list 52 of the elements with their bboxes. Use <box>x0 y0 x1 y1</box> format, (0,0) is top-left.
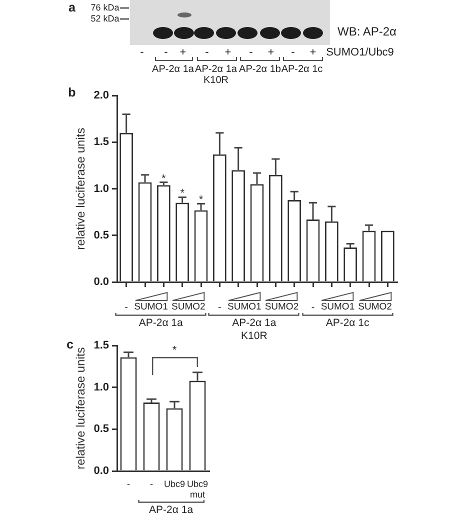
text: AP-2α 1a <box>152 64 194 75</box>
x-tick-label: - <box>127 478 130 489</box>
text: 52 kDa <box>90 14 120 24</box>
text: + <box>268 46 274 58</box>
text: - <box>164 46 168 58</box>
text: SUMO1 <box>134 302 168 312</box>
data-label: * <box>180 188 186 200</box>
y-axis-title: relative luciferase units <box>74 347 88 470</box>
text: - <box>140 46 144 58</box>
text: 76 kDa <box>90 2 120 14</box>
text: AP-2α 1b <box>239 64 281 75</box>
text: SUMO2 <box>264 302 299 312</box>
text: AP-2α 1a K10R <box>232 317 276 343</box>
y-tick-label: 1.5 <box>94 136 109 148</box>
y-tick-label: 0.5 <box>94 229 109 242</box>
text: AP-2α 1a K10R <box>195 64 237 86</box>
text: + <box>180 46 186 58</box>
y-tick-label: 0.0 <box>94 276 109 288</box>
data-label: * <box>162 172 167 185</box>
text: a <box>68 0 76 16</box>
text: SUMO2 <box>171 302 206 312</box>
x-tick-label: - <box>218 302 222 313</box>
data-label: * <box>198 194 204 206</box>
text: - <box>291 46 295 58</box>
text: SUMO1/Ubc9 <box>326 46 394 58</box>
y-tick-label: 1.0 <box>94 182 109 195</box>
text: AP-2α 1a <box>149 504 194 517</box>
y-tick-label: 0.0 <box>94 465 109 478</box>
chart-title: c <box>66 338 74 352</box>
text: SUMO1 <box>227 302 262 312</box>
y-tick-label: 1.0 <box>94 381 109 394</box>
x-tick-label: - <box>150 478 153 489</box>
text: AP-2α 1c <box>326 317 370 330</box>
text: AP-2α 1a <box>138 317 183 330</box>
y-tick-label: 1.5 <box>94 340 109 352</box>
y-tick-label: 0.5 <box>94 423 109 436</box>
text: + <box>224 46 232 58</box>
x-tick-label: Ubc9 <box>164 478 186 489</box>
x-tick-label: - <box>311 302 315 313</box>
text: AP-2α 1c <box>281 64 323 75</box>
x-tick-label: - <box>124 302 128 313</box>
y-tick-label: 2.0 <box>94 90 109 102</box>
annotation: * <box>172 344 177 358</box>
text: - <box>205 46 209 58</box>
chart-title: b <box>68 86 76 100</box>
text: - <box>249 46 253 58</box>
y-axis-title: relative luciferase units <box>74 128 88 250</box>
text: + <box>310 46 316 58</box>
text: SUMO1 <box>320 302 355 312</box>
text: SUMO2 <box>358 302 392 312</box>
x-tick-label: Ubc9 mut <box>186 478 208 500</box>
text: WB: AP-2α <box>338 24 396 38</box>
